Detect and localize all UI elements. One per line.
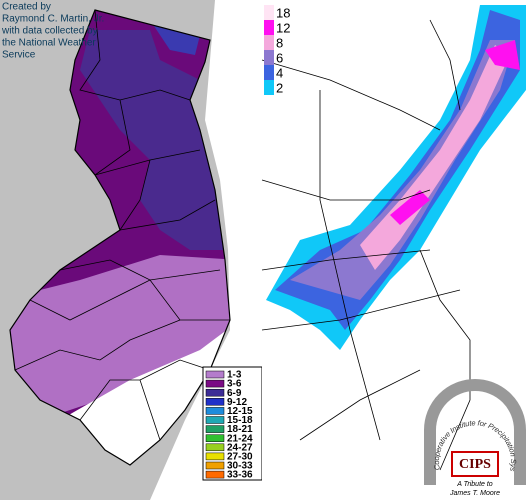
swath-12 [390,40,520,225]
zone-6-9 [80,30,230,250]
legend-swatch [205,443,225,452]
legend-label: 12-15 [227,406,253,417]
colorbar-label: 6 [276,50,283,65]
legend-label: 3-6 [227,379,242,390]
legend-swatch [205,398,225,406]
zone-9-12 [150,20,200,55]
logo-name: CIPS [459,457,491,472]
colorbar-label: 18 [276,5,290,20]
logo-tribute: A Tribute to [456,481,493,488]
colorbar-swatch [264,20,274,35]
colorbar-swatch [264,80,274,95]
colorbar-label: 4 [276,65,283,80]
colorbar-label: 12 [276,20,290,35]
legend-swatch [205,388,225,397]
legend-swatch [205,416,225,424]
nj-outline [9,9,231,466]
colorbar-swatch [264,35,274,50]
credit-line: with data collected by [1,26,98,37]
legend-swatch [205,470,225,479]
colorbar-label: 8 [276,35,283,50]
legend-label: 1-3 [227,370,242,381]
legend-label: 6-9 [227,388,242,399]
legend-swatch [205,434,225,442]
legend-label: 21-24 [227,433,253,444]
colorbar-swatch [264,65,274,80]
swath-4 [275,10,520,330]
legend-label: 33-36 [227,470,253,481]
zone-1-3 [10,255,230,420]
legend: 1-33-66-99-1212-1515-1818-2121-2424-2727… [205,370,253,481]
logo-plate [451,451,499,477]
legend-swatch [205,461,225,470]
legend-label: 9-12 [227,397,247,408]
credit-line: the National Weather [2,38,96,49]
colorbar-swatch [264,5,274,20]
legend-swatch [205,370,225,379]
credit-line: Raymond C. Martin, Jr. [2,14,104,25]
legend-swatch [205,379,225,388]
legend-swatch [205,425,225,433]
colorbar-swatch [264,50,274,65]
legend-label: 15-18 [227,415,253,426]
colorbar-label: 2 [276,80,283,95]
state-lines [261,19,471,471]
legend-swatch [205,407,225,415]
legend-label: 24-27 [227,442,253,453]
logo-person: James T. Moore [449,490,500,497]
legend-label: 27-30 [227,452,253,463]
credit-line: Service [2,50,36,61]
credit-line: Created by [2,2,51,13]
logo-arch [424,379,526,485]
legend-swatch [205,452,225,461]
legend-label: 18-21 [227,424,253,435]
legend-label: 30-33 [227,461,253,472]
